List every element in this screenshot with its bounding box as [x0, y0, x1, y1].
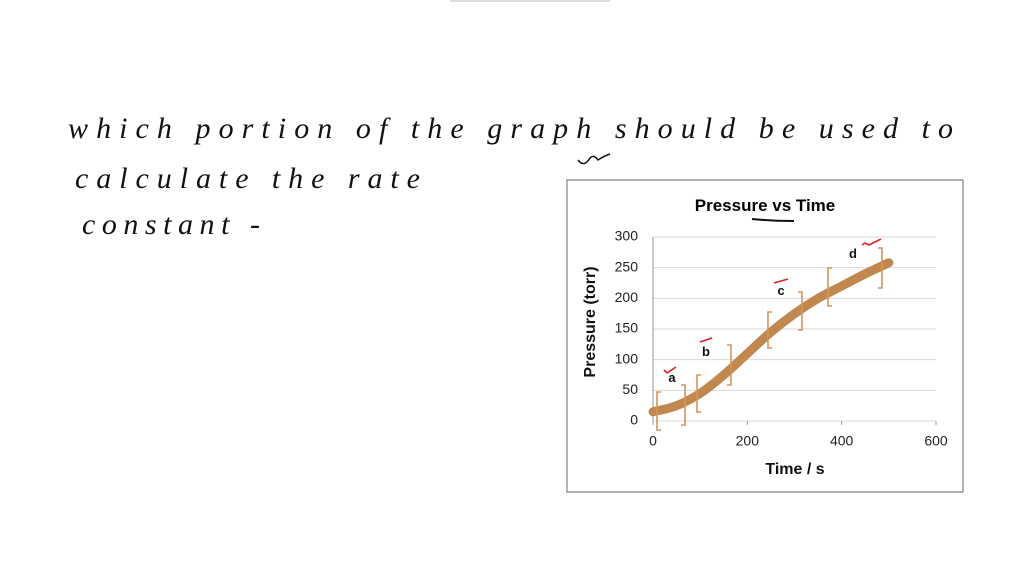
annotation-label: b — [702, 344, 710, 359]
bracket — [827, 267, 832, 307]
y-tick-label: 100 — [615, 350, 639, 366]
x-tick-label: 400 — [830, 433, 854, 449]
annotation-label: d — [849, 246, 857, 261]
y-tick-label: 250 — [615, 258, 639, 274]
x-axis-label: Time / s — [765, 461, 824, 478]
chart-title: Pressure vs Time — [695, 196, 836, 215]
y-tick-label: 150 — [615, 320, 639, 336]
bracket — [656, 391, 661, 431]
x-tick-label: 200 — [736, 433, 760, 449]
check — [773, 278, 789, 284]
y-tick-label: 200 — [615, 289, 639, 305]
y-tick-label: 300 — [615, 228, 639, 244]
note-line: which portion of the graph should be use… — [68, 112, 953, 145]
bracket — [681, 384, 686, 426]
check — [663, 366, 677, 375]
plot: 0 50 100 150 200 250 300 0 200 400 600 — [615, 228, 948, 449]
bracket — [727, 344, 732, 386]
y-tick-label: 0 — [630, 412, 638, 428]
check — [861, 238, 882, 246]
note-line: constant - — [82, 208, 260, 241]
note-line: calculate the rate — [75, 162, 420, 195]
annotation-label: c — [777, 283, 784, 298]
x-tick-label: 600 — [924, 433, 948, 449]
y-axis-label: Pressure (torr) — [582, 266, 599, 377]
data-line — [648, 258, 894, 417]
brackets — [656, 238, 883, 431]
bracket — [696, 374, 701, 413]
x-tick-label: 0 — [649, 433, 657, 449]
y-tick-label: 50 — [622, 381, 638, 397]
scribble — [577, 153, 611, 165]
check — [699, 337, 713, 343]
title-underline — [751, 218, 795, 222]
bracket — [798, 291, 803, 331]
bracket — [878, 247, 883, 289]
bracket — [767, 311, 772, 349]
annotation-label: a — [668, 370, 676, 385]
